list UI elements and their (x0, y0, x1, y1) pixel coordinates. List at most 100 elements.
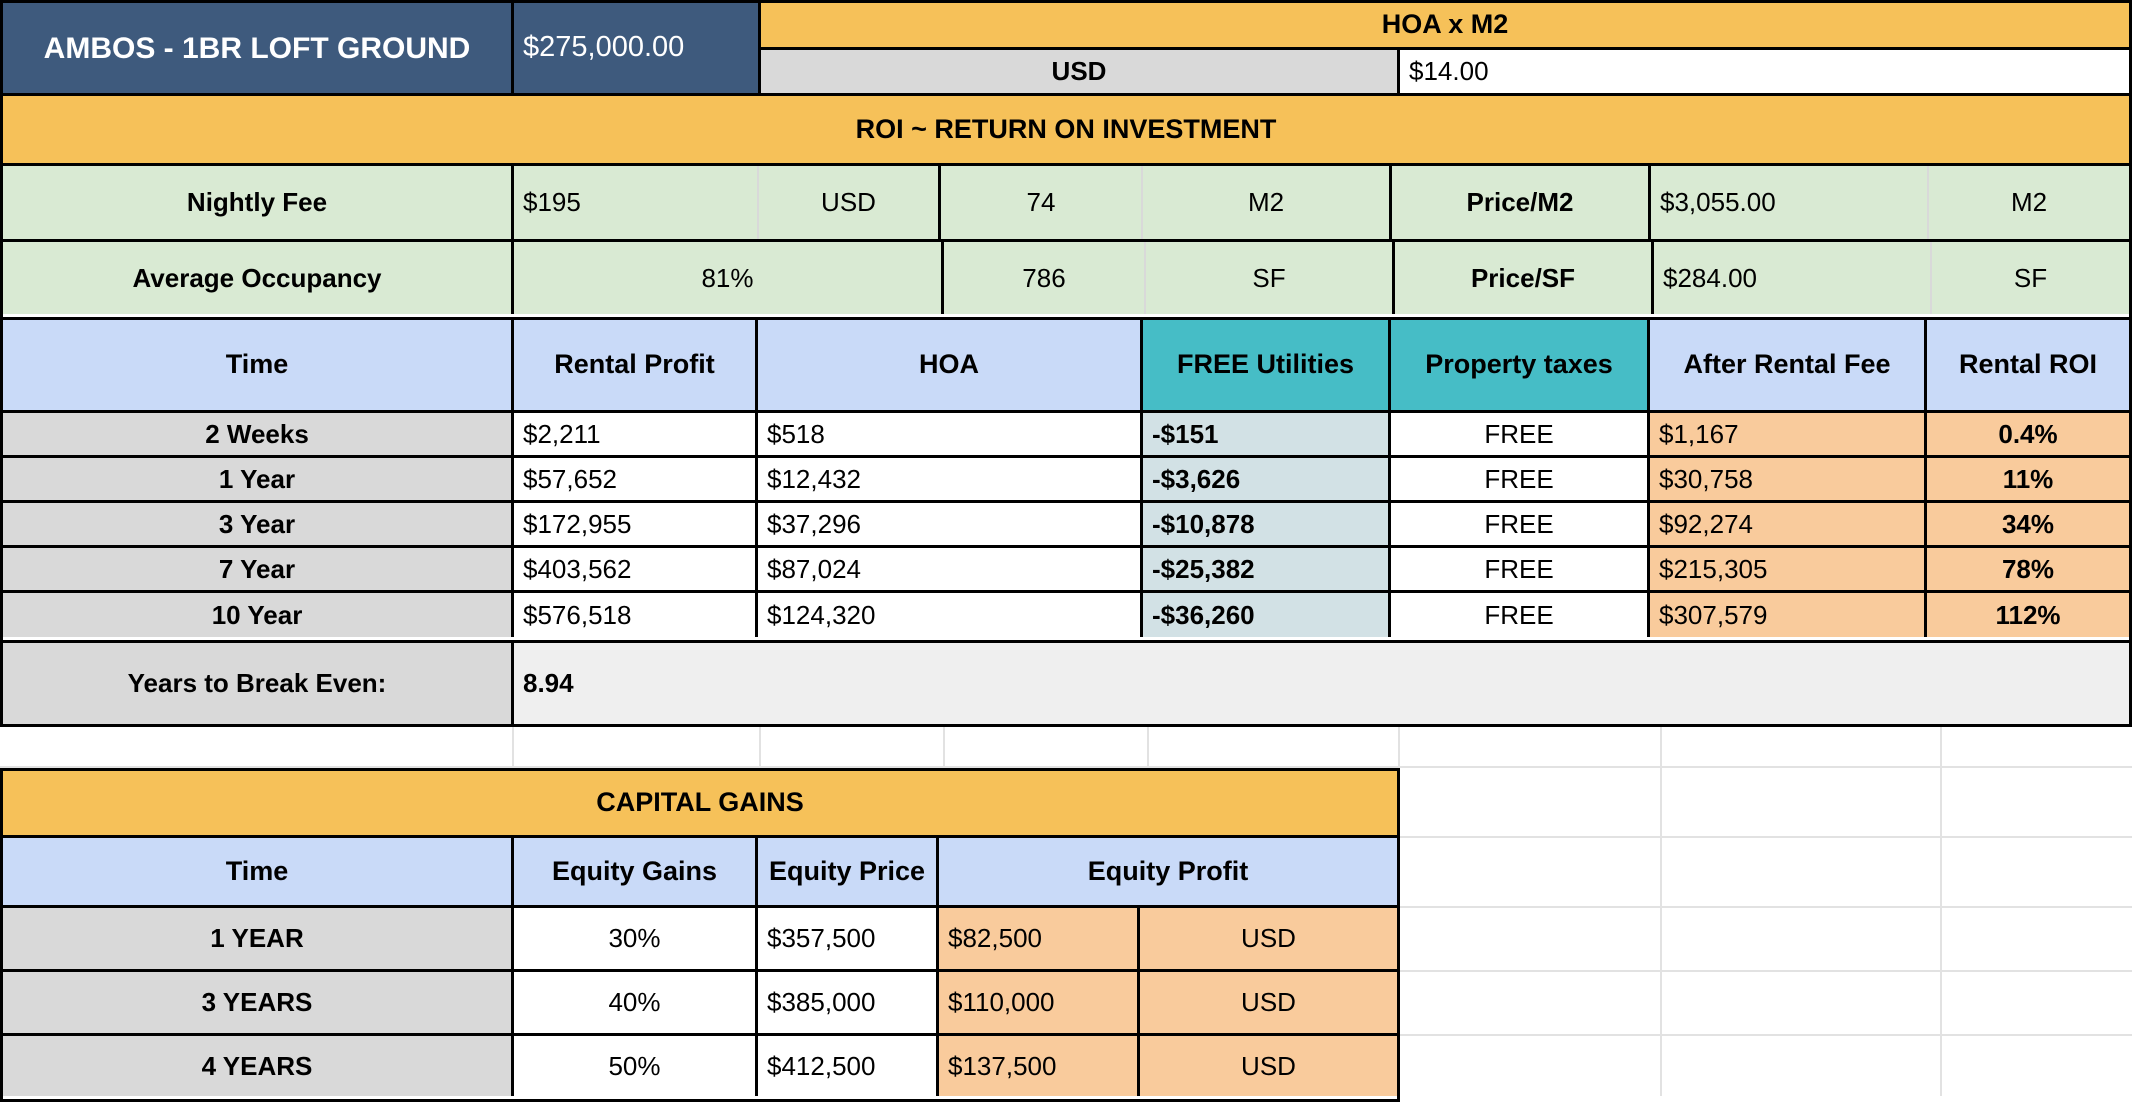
hoa-cell[interactable]: $124,320 (758, 593, 1143, 637)
rental-profit-cell[interactable]: $57,652 (514, 458, 758, 500)
cg-equity-gains-cell[interactable]: 30% (514, 908, 758, 969)
utilities-cell[interactable]: -$151 (1143, 413, 1391, 455)
nightly-fee-label-cell[interactable]: Nightly Fee (3, 166, 514, 239)
col-header-after-rental-fee[interactable]: After Rental Fee (1650, 320, 1927, 410)
cg-equity-price-cell[interactable]: $412,500 (758, 1036, 939, 1096)
empty-cell[interactable] (1400, 908, 1662, 970)
rental-roi-cell[interactable]: 34% (1927, 503, 2129, 545)
price-m2-value-cell[interactable]: $3,055.00 (1651, 166, 1929, 239)
area-sf-unit-cell[interactable]: SF (1146, 242, 1395, 314)
empty-cell[interactable] (1662, 1036, 1942, 1096)
occupancy-label-cell[interactable]: Average Occupancy (3, 242, 514, 314)
cg-equity-profit-cell[interactable]: $110,000 (939, 972, 1140, 1033)
nightly-fee-value-cell[interactable]: $195 (514, 166, 759, 239)
empty-cell[interactable] (514, 727, 761, 766)
cg-col-header-equity-profit[interactable]: Equity Profit (939, 838, 1397, 905)
rental-roi-cell[interactable]: 11% (1927, 458, 2129, 500)
area-m2-unit-cell[interactable]: M2 (1143, 166, 1392, 239)
price-m2-unit-cell[interactable]: M2 (1929, 166, 2129, 239)
col-header-free-utilities[interactable]: FREE Utilities (1143, 320, 1391, 410)
empty-cell[interactable] (1400, 768, 1662, 836)
break-even-label-cell[interactable]: Years to Break Even: (3, 643, 514, 724)
col-header-property-taxes[interactable]: Property taxes (1391, 320, 1650, 410)
empty-cell[interactable] (1942, 908, 2132, 970)
cg-currency-cell[interactable]: USD (1140, 908, 1397, 969)
empty-cell[interactable] (1662, 972, 1942, 1034)
area-m2-cell[interactable]: 74 (941, 166, 1143, 239)
hoa-header-cell[interactable]: HOA x M2 (761, 0, 2132, 50)
hoa-cell[interactable]: $12,432 (758, 458, 1143, 500)
col-header-rental-profit[interactable]: Rental Profit (514, 320, 758, 410)
break-even-value-cell[interactable]: 8.94 (514, 643, 2129, 724)
cg-col-header-equity-gains[interactable]: Equity Gains (514, 838, 758, 905)
price-sf-unit-cell[interactable]: SF (1932, 242, 2129, 314)
property-taxes-cell[interactable]: FREE (1391, 593, 1650, 637)
cg-time-cell[interactable]: 1 YEAR (3, 908, 514, 969)
property-taxes-cell[interactable]: FREE (1391, 548, 1650, 590)
rental-profit-cell[interactable]: $576,518 (514, 593, 758, 637)
rental-roi-cell[interactable]: 78% (1927, 548, 2129, 590)
time-cell[interactable]: 1 Year (3, 458, 514, 500)
empty-cell[interactable] (1662, 908, 1942, 970)
empty-cell[interactable] (945, 727, 1149, 766)
capital-gains-title-band[interactable]: CAPITAL GAINS (0, 768, 1400, 838)
price-sf-value-cell[interactable]: $284.00 (1654, 242, 1932, 314)
after-rental-fee-cell[interactable]: $307,579 (1650, 593, 1927, 637)
time-cell[interactable]: 3 Year (3, 503, 514, 545)
nightly-fee-unit-cell[interactable]: USD (759, 166, 941, 239)
hoa-cell[interactable]: $518 (758, 413, 1143, 455)
empty-cell[interactable] (1662, 727, 1942, 766)
property-taxes-cell[interactable]: FREE (1391, 503, 1650, 545)
empty-cell[interactable] (1942, 1036, 2132, 1096)
utilities-cell[interactable]: -$36,260 (1143, 593, 1391, 637)
time-cell[interactable]: 2 Weeks (3, 413, 514, 455)
time-cell[interactable]: 10 Year (3, 593, 514, 637)
hoa-currency-cell[interactable]: USD (761, 50, 1400, 96)
after-rental-fee-cell[interactable]: $92,274 (1650, 503, 1927, 545)
col-header-rental-roi[interactable]: Rental ROI (1927, 320, 2129, 410)
empty-cell[interactable] (0, 727, 514, 766)
time-cell[interactable]: 7 Year (3, 548, 514, 590)
after-rental-fee-cell[interactable]: $1,167 (1650, 413, 1927, 455)
price-m2-label-cell[interactable]: Price/M2 (1392, 166, 1651, 239)
utilities-cell[interactable]: -$25,382 (1143, 548, 1391, 590)
empty-cell[interactable] (1149, 727, 1400, 766)
empty-cell[interactable] (1400, 1036, 1662, 1096)
rental-profit-cell[interactable]: $403,562 (514, 548, 758, 590)
cg-equity-profit-cell[interactable]: $137,500 (939, 1036, 1140, 1096)
rental-profit-cell[interactable]: $172,955 (514, 503, 758, 545)
cg-col-header-time[interactable]: Time (3, 838, 514, 905)
cg-currency-cell[interactable]: USD (1140, 972, 1397, 1033)
empty-cell[interactable] (1942, 768, 2132, 836)
property-taxes-cell[interactable]: FREE (1391, 413, 1650, 455)
property-taxes-cell[interactable]: FREE (1391, 458, 1650, 500)
occupancy-value-cell[interactable]: 81% (514, 242, 944, 314)
hoa-cell[interactable]: $87,024 (758, 548, 1143, 590)
property-title-cell[interactable]: AMBOS - 1BR LOFT GROUND (3, 3, 514, 93)
cg-time-cell[interactable]: 4 YEARS (3, 1036, 514, 1096)
hoa-value-cell[interactable]: $14.00 (1400, 50, 2132, 96)
col-header-hoa[interactable]: HOA (758, 320, 1143, 410)
hoa-cell[interactable]: $37,296 (758, 503, 1143, 545)
cg-col-header-equity-price[interactable]: Equity Price (758, 838, 939, 905)
utilities-cell[interactable]: -$10,878 (1143, 503, 1391, 545)
empty-cell[interactable] (1942, 838, 2132, 906)
price-sf-label-cell[interactable]: Price/SF (1395, 242, 1654, 314)
area-sf-cell[interactable]: 786 (944, 242, 1146, 314)
col-header-time[interactable]: Time (3, 320, 514, 410)
rental-roi-cell[interactable]: 112% (1927, 593, 2129, 637)
empty-cell[interactable] (1400, 972, 1662, 1034)
property-price-cell[interactable]: $275,000.00 (514, 3, 758, 93)
cg-equity-price-cell[interactable]: $357,500 (758, 908, 939, 969)
cg-equity-gains-cell[interactable]: 40% (514, 972, 758, 1033)
after-rental-fee-cell[interactable]: $30,758 (1650, 458, 1927, 500)
after-rental-fee-cell[interactable]: $215,305 (1650, 548, 1927, 590)
empty-cell[interactable] (1400, 838, 1662, 906)
utilities-cell[interactable]: -$3,626 (1143, 458, 1391, 500)
empty-cell[interactable] (1942, 727, 2132, 766)
empty-cell[interactable] (1662, 768, 1942, 836)
cg-currency-cell[interactable]: USD (1140, 1036, 1397, 1096)
rental-profit-cell[interactable]: $2,211 (514, 413, 758, 455)
empty-cell[interactable] (1400, 727, 1662, 766)
rental-roi-cell[interactable]: 0.4% (1927, 413, 2129, 455)
